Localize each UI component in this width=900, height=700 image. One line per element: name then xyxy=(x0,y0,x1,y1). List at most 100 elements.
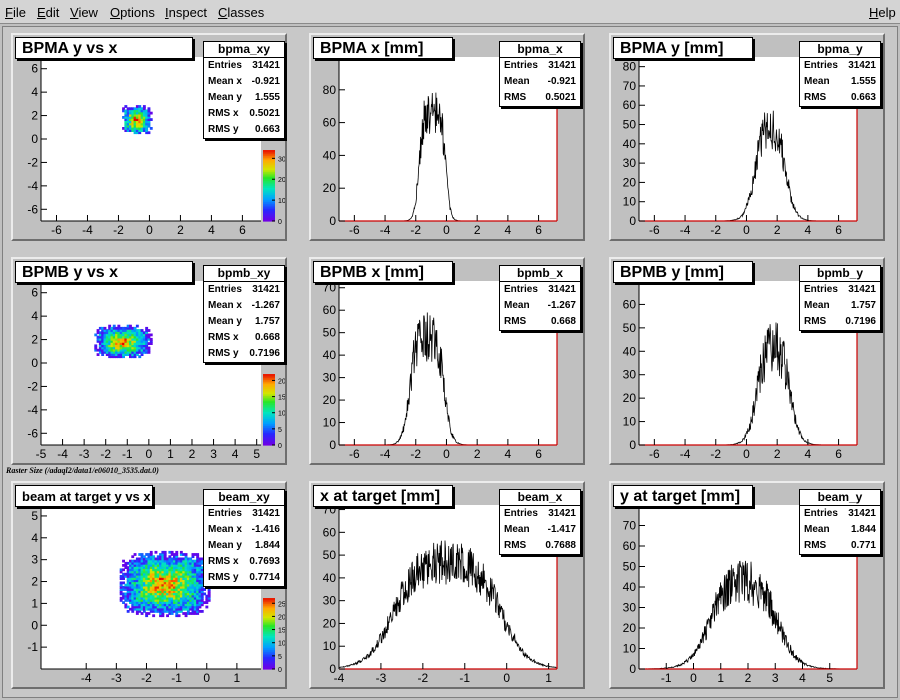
palette-step xyxy=(263,653,275,656)
menu-file[interactable]: File xyxy=(5,5,26,20)
stats-value: 1.844 xyxy=(254,540,280,551)
stats-label: Entries xyxy=(504,60,538,71)
palette-step xyxy=(263,617,275,620)
pad-bpma_x[interactable]: -6-4-20246020406080100BPMA x [mm]bpma_xE… xyxy=(309,33,585,241)
palette-step xyxy=(263,608,275,612)
stats-label: Mean x xyxy=(208,524,242,535)
stats-row: Entries 31421 xyxy=(500,282,580,298)
palette-tick-label: 0 xyxy=(278,219,282,226)
palette-tick-label: 20 xyxy=(278,177,285,184)
x-tick-label: 4 xyxy=(505,223,512,237)
palette-step xyxy=(263,661,275,665)
pad-beam_y[interactable]: -1 0 1 2 3 4 5 0 10 20 30 40 50 60 70 y at target [mm] b… xyxy=(609,481,885,689)
stats-label: Mean y xyxy=(208,540,242,551)
stats-row: RMS 0.7688 xyxy=(500,538,580,554)
y-tick-label: 20 xyxy=(623,175,637,189)
palette-step xyxy=(263,443,275,446)
stats-label: RMS xyxy=(504,316,527,327)
heatmap-cells xyxy=(122,105,153,135)
menu-classes[interactable]: Classes xyxy=(218,5,265,20)
palette-tick-label: 30 xyxy=(278,156,285,163)
palette-step xyxy=(263,436,275,439)
stats-row: RMS 0.5021 xyxy=(500,90,580,106)
pad-bpma_xy[interactable]: 0 10 20 30 -6 -4 -2 0 2 4 6 -6 -4 -2 0 2 4 6 BPMA y vs x bp… xyxy=(11,33,287,241)
x-tick-label: -4 xyxy=(680,223,691,237)
pad-bpmb_xy[interactable]: 0 5 10 15 20 -5 -4 -3 -2 -1 0 1 2 3 4 5 -6 -4 -2 0 2 4 6 BPMB y… xyxy=(11,257,287,465)
palette-step xyxy=(263,416,275,419)
stats-label: Entries xyxy=(804,508,838,519)
palette-tick-label: 5 xyxy=(278,654,282,661)
x-tick-label: 2 xyxy=(774,447,781,461)
pad-bpma_y[interactable]: -6 -4 -2 0 2 4 6 0 10 20 30 40 50 60 70 80 BPMA y [mm] bp… xyxy=(609,33,885,241)
palette-step xyxy=(263,619,275,622)
pad-title: y at target [mm] xyxy=(613,485,753,507)
palette-step xyxy=(263,404,275,407)
palette-step xyxy=(263,391,275,395)
palette-step xyxy=(263,398,275,402)
stats-value: 0.668 xyxy=(550,316,576,327)
stats-value: -1.416 xyxy=(251,524,280,535)
stats-box: beam_x Entries 31421 Mean -1.417 RMS 0.7688 xyxy=(499,489,581,555)
menu-view[interactable]: View xyxy=(70,5,98,20)
stats-value: 31421 xyxy=(252,508,280,519)
x-tick-label: 2 xyxy=(189,447,196,461)
y-tick-label: 0 xyxy=(629,214,636,228)
palette-step xyxy=(263,606,275,610)
root-canvas[interactable]: 0 10 20 30 -6 -4 -2 0 2 4 6 -6 -4 -2 0 2 4 6 BPMA y vs x bp… xyxy=(2,26,898,698)
y-tick-label: 60 xyxy=(623,98,637,112)
pad-title: BPMB x [mm] xyxy=(313,261,453,283)
palette-step xyxy=(263,427,275,430)
y-tick-label: 30 xyxy=(323,371,337,385)
pad-beam_x[interactable]: -4 -3 -2 -1 0 1 0 10 20 30 40 50 60 70 x at target [mm… xyxy=(309,481,585,689)
palette-step xyxy=(263,208,275,211)
palette-step xyxy=(263,384,275,388)
x-tick-label: 1 xyxy=(545,671,552,685)
menu-options[interactable]: Options xyxy=(110,5,155,20)
y-tick-label: 1 xyxy=(31,596,38,610)
stats-label: RMS xyxy=(504,92,527,103)
y-tick-label: 20 xyxy=(323,393,337,407)
palette-step xyxy=(263,203,275,206)
stats-row: Mean x -1.267 xyxy=(204,298,284,314)
x-tick-label: -6 xyxy=(349,223,360,237)
y-tick-label: 4 xyxy=(31,531,38,545)
menu-inspect[interactable]: Inspect xyxy=(165,5,207,20)
x-tick-label: -4 xyxy=(81,671,92,685)
palette-step xyxy=(263,171,275,174)
palette-tick-label: 0 xyxy=(278,443,282,450)
menubar: File Edit View Options Inspect Classes H… xyxy=(0,0,900,24)
x-tick-label: -1 xyxy=(122,447,133,461)
menu-help[interactable]: Help xyxy=(869,5,896,20)
palette-step xyxy=(263,429,275,432)
y-tick-label: -2 xyxy=(27,155,38,169)
y-tick-label: 70 xyxy=(623,79,637,93)
stats-label: Entries xyxy=(208,284,242,295)
palette-step xyxy=(263,185,275,188)
palette-tick-label: 25 xyxy=(278,601,285,608)
y-tick-label: 50 xyxy=(623,118,637,132)
stats-label: Mean xyxy=(804,76,830,87)
palette-step xyxy=(263,407,275,411)
stats-value: 31421 xyxy=(848,284,876,295)
x-tick-label: 6 xyxy=(835,447,842,461)
menu-edit[interactable]: Edit xyxy=(37,5,60,20)
x-tick-label: 0 xyxy=(503,671,510,685)
pad-bpmb_x[interactable]: -6 -4 -2 0 2 4 6 0 10 20 30 40 50 60 70 BPMB x [mm] bpmb… xyxy=(309,257,585,465)
stats-title: bpmb_xy xyxy=(204,266,284,282)
y-tick-label: 30 xyxy=(323,594,337,608)
stats-value: 31421 xyxy=(252,284,280,295)
palette-step xyxy=(263,439,275,443)
stats-label: Entries xyxy=(804,284,838,295)
stats-box: bpma_y Entries 31421 Mean 1.555 RMS 0.663 xyxy=(799,41,881,107)
palette-step xyxy=(263,190,275,194)
y-tick-label: 0 xyxy=(329,662,336,676)
x-tick-label: -2 xyxy=(418,671,429,685)
palette-tick-label: 15 xyxy=(278,628,285,635)
x-tick-label: 2 xyxy=(474,223,481,237)
palette-step xyxy=(263,622,275,626)
y-tick-label: 30 xyxy=(623,601,637,615)
y-tick-label: 30 xyxy=(623,368,637,382)
pad-beam_xy[interactable]: 0 5 10 15 20 25 -4 -3 -2 -1 0 1 -1 0 1 2 3 4 5 beam at targ… xyxy=(11,481,287,689)
palette-step xyxy=(263,386,275,389)
